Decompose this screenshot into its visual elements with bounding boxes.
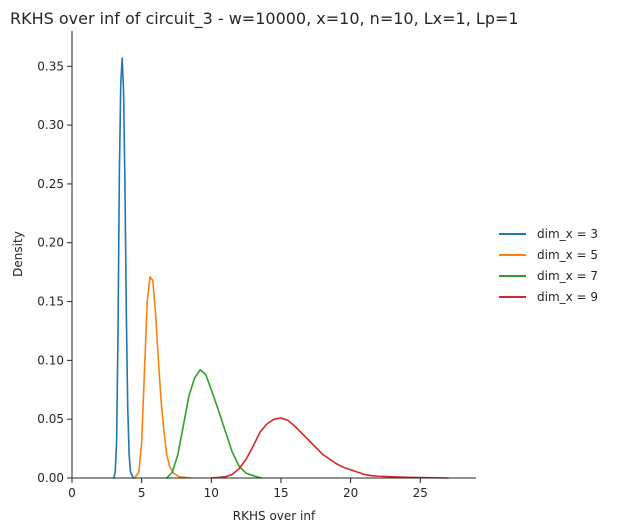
x-tick-label: 5 <box>138 486 146 500</box>
x-ticks: 0 5 10 15 20 25 <box>68 478 428 500</box>
chart-title: RKHS over inf of circuit_3 - w=10000, x=… <box>10 9 519 29</box>
x-axis-label: RKHS over inf <box>233 509 316 523</box>
y-tick-label: 0.35 <box>37 59 64 73</box>
legend-label: dim_x = 7 <box>537 269 598 283</box>
series-line-dim-x-7 <box>165 368 263 479</box>
y-tick-label: 0.15 <box>37 295 64 309</box>
y-tick-label: 0.30 <box>37 118 64 132</box>
legend-label: dim_x = 9 <box>537 290 598 304</box>
y-tick-label: 0.20 <box>37 236 64 250</box>
y-ticks: 0.00 0.05 0.10 0.15 0.20 0.25 0.30 0.35 <box>37 59 72 485</box>
x-tick-label: 15 <box>273 486 288 500</box>
x-tick-label: 25 <box>413 486 428 500</box>
y-tick-label: 0.25 <box>37 177 64 191</box>
y-tick-label: 0.05 <box>37 412 64 426</box>
legend-label: dim_x = 5 <box>537 248 598 262</box>
y-axis-label: Density <box>11 231 25 277</box>
y-tick-label: 0.00 <box>37 471 64 485</box>
x-tick-label: 10 <box>204 486 219 500</box>
series-line-dim-x-3 <box>112 57 135 479</box>
series-line-dim-x-9 <box>210 417 449 479</box>
series-line-dim-x-5 <box>133 276 192 479</box>
x-tick-label: 0 <box>68 486 76 500</box>
y-tick-label: 0.10 <box>37 353 64 367</box>
legend-label: dim_x = 3 <box>537 227 598 241</box>
legend: dim_x = 3 dim_x = 5 dim_x = 7 dim_x = 9 <box>499 227 598 304</box>
x-tick-label: 20 <box>343 486 358 500</box>
series-layer <box>112 57 449 479</box>
